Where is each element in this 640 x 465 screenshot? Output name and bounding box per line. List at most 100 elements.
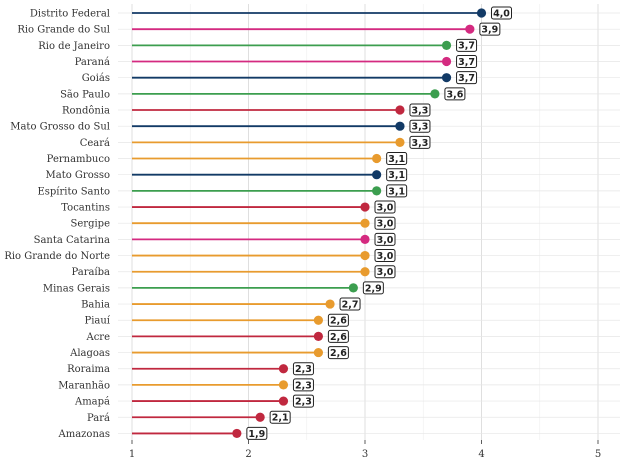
value-label: 3,0 [377,251,394,262]
value-label-box [409,119,431,133]
category-label: Pernambuco [47,154,110,165]
stem-layer [132,12,482,435]
value-label-box [386,152,408,166]
lollipop-dot [325,299,335,309]
category-label: Goiás [82,73,110,84]
lollipop-dot [313,347,323,358]
x-tick-label: 3 [362,449,368,460]
value-label-box [374,216,396,230]
category-label: Amazonas [58,429,111,440]
value-label: 3,1 [388,186,405,197]
value-label: 3,6 [446,89,463,100]
lollipop-dot [360,218,370,228]
value-label-box [327,329,349,343]
lollipop-dot [430,89,440,99]
value-label-box [409,103,431,117]
lollipop-dot [360,202,370,212]
category-label: Mato Grosso do Sul [10,122,110,133]
lollipop-dot [313,331,323,341]
category-label: Maranhão [58,380,110,391]
value-label: 2,9 [365,283,382,294]
value-label-box [456,38,478,52]
category-label: Distrito Federal [30,9,110,20]
value-label-box [374,249,396,263]
lollipop-dot [360,250,370,261]
lollipop-dot [465,24,475,34]
category-label: Santa Catarina [34,235,110,246]
value-label-box [362,281,384,295]
lollipop-dot [278,380,289,390]
value-label: 2,3 [295,380,312,391]
lollipop-dot [313,315,323,325]
x-tick-label: 5 [595,449,601,460]
category-label: Rio Grande do Norte [4,251,110,262]
category-label: Roraima [67,364,110,375]
category-label: Amapá [74,397,110,408]
value-label: 3,9 [481,25,498,36]
value-label: 3,0 [377,219,394,230]
category-label: Mato Grosso [46,170,111,181]
value-label: 1,9 [248,429,265,440]
value-label-box [292,378,314,392]
value-label: 3,0 [377,267,394,278]
category-label: Paraná [75,57,110,68]
value-label: 4,0 [493,8,510,19]
lollipop-dot [278,364,289,374]
category-label: Ceará [80,138,110,149]
category-label: Alagoas [69,348,110,359]
category-label: Bahia [81,300,110,311]
category-label: Minas Gerais [43,283,110,294]
value-label: 3,1 [388,170,405,181]
value-label-box [386,184,408,198]
value-label-box [456,71,478,85]
lollipop-dot [395,105,405,115]
value-label: 3,0 [377,202,394,213]
category-label: Acre [85,332,110,343]
x-tick-label: 2 [245,449,251,460]
lollipop-dot [395,121,405,131]
value-label-box [456,55,478,69]
lollipop-dot [278,396,289,406]
lollipop-dot [441,56,452,67]
lollipop-dot [441,73,452,83]
value-label-box [269,410,291,424]
value-label: 2,7 [342,299,359,310]
x-tick-label: 4 [478,449,484,460]
value-label: 2,6 [330,332,347,343]
value-label-box [409,135,431,149]
value-label: 3,0 [377,235,394,246]
lollipop-dot [372,186,382,196]
category-label: Rio Grande do Sul [17,25,110,36]
value-label: 2,3 [295,364,312,375]
value-label: 2,1 [272,413,289,424]
value-label: 2,3 [295,396,312,407]
value-label-box [339,297,361,311]
category-label: Pará [87,413,110,424]
category-label: São Paulo [60,89,110,100]
value-label-box [374,232,396,246]
category-label: Paraíba [71,267,110,278]
dot-layer [232,8,487,439]
value-label-box [327,313,349,327]
value-label: 3,1 [388,154,405,165]
value-label: 3,3 [412,138,429,149]
value-label: 2,6 [330,348,347,359]
value-label-box [246,426,268,440]
value-label: 3,7 [458,57,475,68]
lollipop-dot [255,412,265,422]
value-label-box [479,22,501,36]
value-label-box [327,346,349,360]
lollipop-dot [395,137,405,147]
value-label: 3,3 [412,122,429,133]
value-label-box [491,6,512,20]
lollipop-dot [441,40,452,50]
value-label-box [444,87,466,101]
value-label-box [386,168,408,182]
category-label: Sergipe [71,219,111,230]
lollipop-dot [476,8,487,18]
lollipop-dot [232,428,242,439]
value-label-box [292,394,314,408]
lollipop-dot [372,153,382,164]
category-label: Tocantins [61,203,110,214]
